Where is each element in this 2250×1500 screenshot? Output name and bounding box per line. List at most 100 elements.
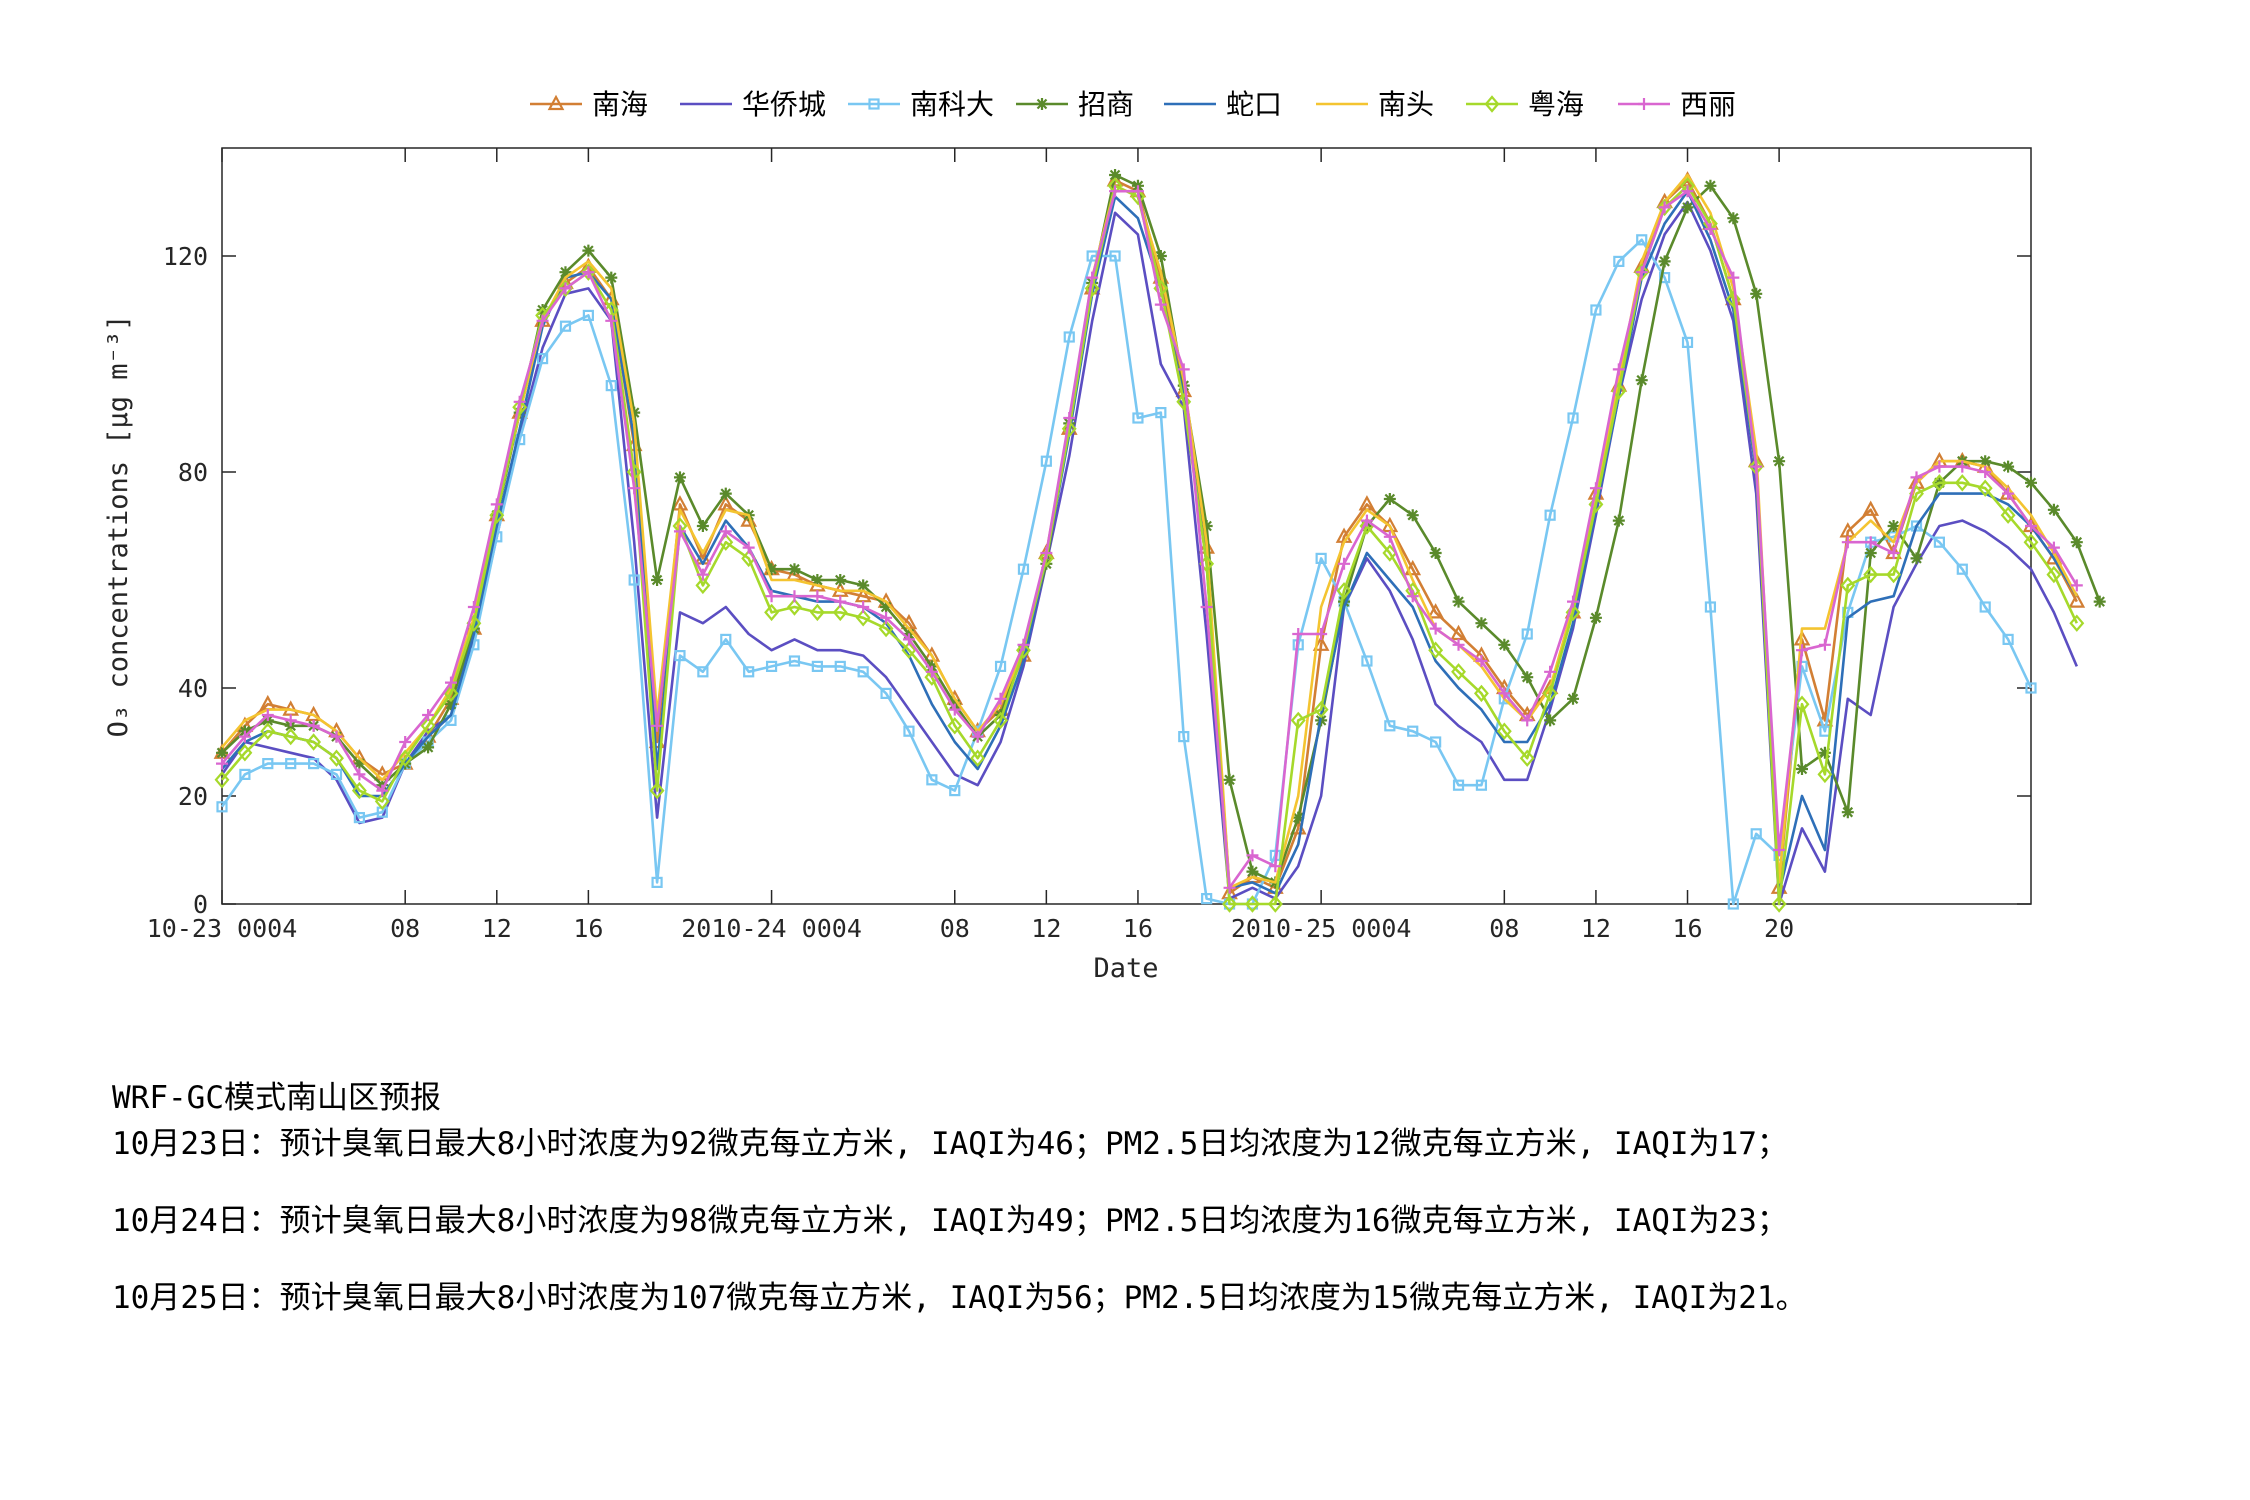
data-point <box>1635 374 1648 387</box>
data-point <box>1384 720 1396 732</box>
data-point <box>306 733 322 751</box>
data-point <box>1017 638 1030 651</box>
data-point <box>1086 271 1099 284</box>
legend-item: 华侨城 <box>680 88 826 121</box>
data-point <box>1132 412 1144 424</box>
data-point <box>1612 363 1625 376</box>
data-point <box>1407 725 1419 737</box>
legend-item: 西丽 <box>1618 88 1736 121</box>
data-point <box>422 709 435 721</box>
x-tick-label: 12 <box>482 914 512 943</box>
data-point <box>994 692 1007 705</box>
data-point <box>1979 455 1992 468</box>
data-point <box>605 314 618 327</box>
data-point <box>559 282 572 295</box>
data-point <box>787 598 802 616</box>
data-point <box>1200 520 1213 532</box>
data-point <box>1038 549 1054 568</box>
data-point <box>1383 530 1396 543</box>
y-axis: 0 20 40 80 120 <box>163 242 2031 919</box>
data-point <box>970 749 986 767</box>
data-point <box>1887 520 1900 532</box>
data-point <box>1750 287 1763 300</box>
data-point <box>1931 474 1947 492</box>
data-point <box>901 641 917 659</box>
data-point <box>1659 272 1671 284</box>
data-point <box>2069 614 2085 632</box>
data-point <box>1383 493 1396 505</box>
y-tick-label: 40 <box>178 674 208 703</box>
data-point <box>2002 460 2015 473</box>
data-point <box>1498 687 1511 700</box>
data-point <box>811 660 823 673</box>
data-point <box>1544 714 1557 727</box>
data-point <box>1977 479 1993 497</box>
data-point <box>285 757 297 770</box>
data-point <box>697 666 709 678</box>
data-point <box>673 525 686 538</box>
data-point <box>420 717 436 735</box>
data-point <box>1590 304 1602 316</box>
data-point <box>696 520 709 532</box>
data-point <box>397 749 413 767</box>
data-point <box>788 590 801 603</box>
data-point <box>2025 682 2037 694</box>
data-point <box>868 98 880 110</box>
data-point <box>649 781 665 800</box>
data-point <box>1521 628 1533 640</box>
legend-label: 蛇口 <box>1226 88 1282 121</box>
data-point <box>765 590 778 603</box>
data-point <box>467 601 480 613</box>
data-point <box>1267 895 1283 913</box>
data-point <box>1223 881 1236 894</box>
x-tick-label: 12 <box>1581 914 1611 943</box>
data-point <box>330 730 343 743</box>
data-point <box>1040 455 1052 467</box>
y-axis-label: O₃ concentrations [μg m⁻³] <box>103 315 134 738</box>
data-point <box>1887 547 1900 559</box>
data-point <box>284 714 297 727</box>
data-point <box>1154 250 1167 262</box>
y-tick-label: 0 <box>193 890 208 919</box>
data-point <box>994 660 1007 673</box>
data-point <box>1681 336 1694 348</box>
x-axis-label: Date <box>1093 953 1158 984</box>
data-point <box>1201 892 1213 905</box>
data-point <box>628 574 640 586</box>
data-point <box>1933 536 1946 548</box>
data-point <box>1681 185 1694 198</box>
data-point <box>1452 595 1465 608</box>
data-point <box>1956 460 1969 473</box>
legend-item: 南科大 <box>848 88 994 121</box>
data-point <box>513 395 526 408</box>
data-point <box>832 603 848 622</box>
data-point <box>1773 844 1786 856</box>
data-point <box>1246 849 1259 862</box>
data-point <box>1406 509 1419 522</box>
legend-item: 南海 <box>530 88 648 121</box>
data-point <box>1521 714 1534 727</box>
data-point <box>351 781 367 800</box>
data-point <box>1131 185 1144 198</box>
data-point <box>834 574 847 586</box>
legend-item: 蛇口 <box>1164 88 1282 121</box>
data-point <box>925 665 938 678</box>
data-point <box>1612 514 1625 527</box>
data-point <box>444 698 457 711</box>
data-point <box>880 601 893 613</box>
data-point <box>1750 460 1763 473</box>
data-point <box>673 471 686 484</box>
legend-label: 粤海 <box>1528 88 1584 121</box>
data-point <box>1406 590 1419 603</box>
x-tick-label: 2010-25 0004 <box>1231 914 1412 943</box>
data-point <box>2068 592 2086 608</box>
data-point <box>1886 565 1902 584</box>
legend-label: 南海 <box>592 88 648 121</box>
data-point <box>857 579 870 592</box>
y-tick-label: 20 <box>178 782 208 811</box>
data-point <box>1084 279 1100 298</box>
data-point <box>2025 476 2037 489</box>
data-point <box>857 666 869 678</box>
data-point <box>834 660 846 673</box>
data-point <box>1818 746 1831 759</box>
